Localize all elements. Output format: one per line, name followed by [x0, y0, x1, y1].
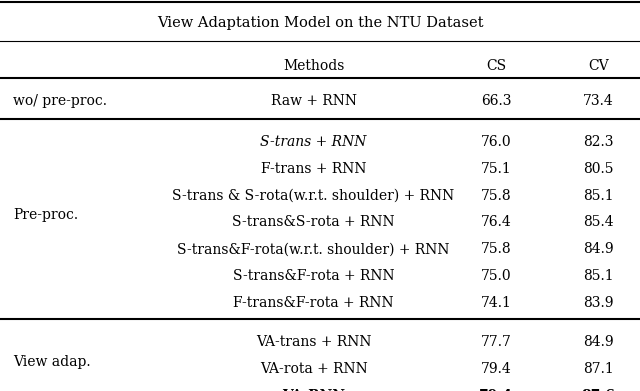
Text: VA-trans + RNN: VA-trans + RNN — [256, 335, 371, 349]
Text: 83.9: 83.9 — [583, 296, 614, 310]
Text: VA-rota + RNN: VA-rota + RNN — [260, 362, 367, 376]
Text: 79.4: 79.4 — [481, 362, 511, 376]
Text: S-trans & S-rota(w.r.t. shoulder) + RNN: S-trans & S-rota(w.r.t. shoulder) + RNN — [172, 189, 455, 203]
Text: 79.4: 79.4 — [479, 389, 513, 391]
Text: View adap.: View adap. — [13, 355, 90, 369]
Text: F-trans&F-rota + RNN: F-trans&F-rota + RNN — [234, 296, 394, 310]
Text: wo/ pre-proc.: wo/ pre-proc. — [13, 94, 107, 108]
Text: 76.0: 76.0 — [481, 135, 511, 149]
Text: VA-RNN: VA-RNN — [282, 389, 345, 391]
Text: 66.3: 66.3 — [481, 94, 511, 108]
Text: Methods: Methods — [283, 59, 344, 73]
Text: 74.1: 74.1 — [481, 296, 511, 310]
Text: CS: CS — [486, 59, 506, 73]
Text: S-trans&F-rota + RNN: S-trans&F-rota + RNN — [233, 269, 394, 283]
Text: View Adaptation Model on the NTU Dataset: View Adaptation Model on the NTU Dataset — [157, 16, 483, 30]
Text: 85.1: 85.1 — [583, 269, 614, 283]
Text: 75.1: 75.1 — [481, 162, 511, 176]
Text: 85.1: 85.1 — [583, 189, 614, 203]
Text: 87.6: 87.6 — [582, 389, 615, 391]
Text: 75.0: 75.0 — [481, 269, 511, 283]
Text: 85.4: 85.4 — [583, 215, 614, 230]
Text: 77.7: 77.7 — [481, 335, 511, 349]
Text: Pre-proc.: Pre-proc. — [13, 208, 78, 222]
Text: Raw + RNN: Raw + RNN — [271, 94, 356, 108]
Text: 75.8: 75.8 — [481, 242, 511, 256]
Text: 82.3: 82.3 — [583, 135, 614, 149]
Text: 75.8: 75.8 — [481, 189, 511, 203]
Text: S-trans&S-rota + RNN: S-trans&S-rota + RNN — [232, 215, 395, 230]
Text: 84.9: 84.9 — [583, 335, 614, 349]
Text: 73.4: 73.4 — [583, 94, 614, 108]
Text: S-trans&F-rota(w.r.t. shoulder) + RNN: S-trans&F-rota(w.r.t. shoulder) + RNN — [177, 242, 450, 256]
Text: CV: CV — [588, 59, 609, 73]
Text: 87.1: 87.1 — [583, 362, 614, 376]
Text: F-trans + RNN: F-trans + RNN — [261, 162, 366, 176]
Text: 84.9: 84.9 — [583, 242, 614, 256]
Text: S-trans + RNN: S-trans + RNN — [260, 135, 367, 149]
Text: 80.5: 80.5 — [583, 162, 614, 176]
Text: 76.4: 76.4 — [481, 215, 511, 230]
